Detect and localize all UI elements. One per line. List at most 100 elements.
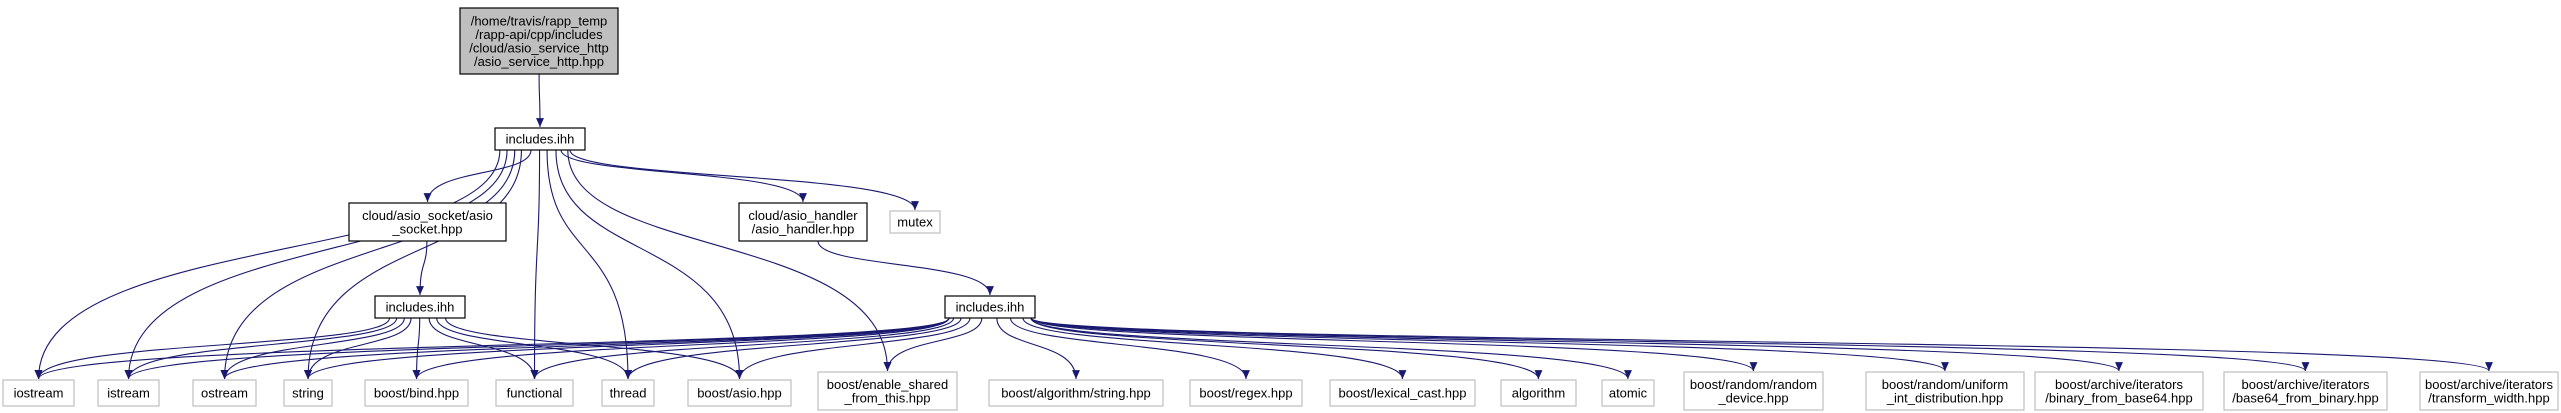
edge-inc3-to-asio [735, 317, 971, 380]
node-box [2, 379, 75, 407]
node-label: /asio_service_http.hpp [474, 54, 604, 69]
node-label: _int_distribution.hpp [1886, 390, 2003, 405]
node-box [944, 295, 1036, 319]
edge-inc3-to-algorithm [1030, 317, 1543, 380]
node-label: boost/archive/iterators [2055, 377, 2183, 392]
node-thread: thread [601, 379, 655, 407]
node-box [1683, 371, 1824, 411]
node-label: boost/random/random [1690, 377, 1817, 392]
node-label: /rapp-api/cpp/includes [475, 27, 603, 42]
edge-inc3-to-functional [530, 317, 955, 380]
node-transform: boost/archive/iterators/transform_width.… [2419, 371, 2559, 411]
node-string: string [283, 379, 333, 407]
node-box [364, 379, 469, 407]
node-box [283, 379, 333, 407]
node-label: /base64_from_binary.hpp [2232, 390, 2378, 405]
edge-inc3-to-b64fb [1030, 317, 2310, 372]
edge-inc3-to-regex [1009, 317, 1250, 380]
node-label: boost/enable_shared [827, 377, 948, 392]
node-asio_handler[interactable]: cloud/asio_handler/asio_handler.hpp [738, 202, 868, 242]
node-label: thread [610, 386, 647, 401]
node-label: boost/regex.hpp [1199, 386, 1292, 401]
node-box [738, 202, 868, 242]
node-label: /cloud/asio_service_http [469, 40, 608, 55]
node-ostream: ostream [192, 379, 257, 407]
node-algorithm: algorithm [1500, 379, 1577, 407]
edge-inc3-to-iostream [34, 317, 950, 380]
node-asio: boost/asio.hpp [687, 379, 792, 407]
node-inc1[interactable]: includes.ihh [494, 127, 586, 151]
node-box [601, 379, 655, 407]
edge-asio_handler-to-inc3 [817, 240, 994, 296]
node-box [495, 379, 574, 407]
edge-inc3-to-bfb64 [1030, 317, 2123, 372]
node-box [348, 202, 507, 242]
node-box [889, 210, 941, 234]
node-label: boost/algorithm/string.hpp [1001, 386, 1151, 401]
node-label: boost/asio.hpp [697, 386, 782, 401]
edge-inc3-to-string [304, 317, 950, 380]
node-label: iostream [14, 386, 64, 401]
edge-inc1-to-esft [567, 149, 892, 372]
node-label: istream [107, 386, 150, 401]
node-label: includes.ihh [956, 300, 1025, 315]
node-asio_socket[interactable]: cloud/asio_socket/asio_socket.hpp [348, 202, 507, 242]
node-box [2034, 371, 2204, 411]
node-label: boost/archive/iterators [2425, 377, 2553, 392]
edge-inc1-to-thread [546, 149, 632, 380]
node-istream: istream [97, 379, 160, 407]
node-box [687, 379, 792, 407]
node-box [1500, 379, 1577, 407]
edge-inc3-to-algstr [996, 317, 1080, 380]
edge-inc3-to-thread [624, 317, 962, 380]
nodes-layer: /home/travis/rapp_temp/rapp-api/cpp/incl… [2, 7, 2559, 411]
node-box [1865, 371, 2025, 411]
node-algstr: boost/algorithm/string.hpp [988, 379, 1164, 407]
node-box [1601, 379, 1655, 407]
node-label: cloud/asio_socket/asio [362, 208, 493, 223]
edge-inc3-to-esft [883, 317, 983, 372]
node-randdev: boost/random/random_device.hpp [1683, 371, 1824, 411]
edge-inc1-to-mutex [569, 149, 919, 211]
node-label: boost/random/uniform [1882, 377, 2008, 392]
node-box [1189, 379, 1303, 407]
node-root[interactable]: /home/travis/rapp_temp/rapp-api/cpp/incl… [459, 7, 619, 75]
node-label: boost/lexical_cast.hpp [1339, 386, 1467, 401]
node-box [1329, 379, 1476, 407]
node-label: includes.ihh [506, 132, 575, 147]
edge-inc1-to-asio_socket [423, 149, 532, 203]
node-box [97, 379, 160, 407]
node-label: ostream [201, 386, 248, 401]
edge-inc1-to-asio [555, 149, 744, 380]
node-label: /asio_handler.hpp [752, 221, 855, 236]
node-label: functional [507, 386, 563, 401]
node-label: _device.hpp [1717, 390, 1788, 405]
node-box [817, 371, 958, 411]
node-inc2[interactable]: includes.ihh [374, 295, 466, 319]
edge-inc3-to-ostream [220, 317, 950, 380]
edge-inc2-to-iostream [34, 317, 391, 380]
node-label: algorithm [1512, 386, 1565, 401]
node-box [2223, 371, 2388, 411]
node-box [192, 379, 257, 407]
edge-inc2-to-istream [124, 317, 398, 380]
edge-inc3-to-atomic [1030, 317, 1632, 380]
node-label: /transform_width.hpp [2428, 390, 2549, 405]
node-iostream: iostream [2, 379, 75, 407]
edge-inc1-to-asio_handler [560, 149, 807, 203]
node-inc3[interactable]: includes.ihh [944, 295, 1036, 319]
node-label: _from_this.hpp [844, 390, 931, 405]
node-regex: boost/regex.hpp [1189, 379, 1303, 407]
node-box [494, 127, 586, 151]
node-atomic: atomic [1601, 379, 1655, 407]
edge-inc2-to-bind [412, 317, 421, 380]
node-label: atomic [1609, 386, 1648, 401]
node-label: boost/bind.hpp [374, 386, 459, 401]
edge-inc1-to-string [304, 149, 522, 380]
node-label: /binary_from_base64.hpp [2045, 390, 2192, 405]
edge-root-to-inc1 [536, 73, 544, 128]
edge-inc3-to-randdev [1030, 317, 1758, 372]
node-label: boost/archive/iterators [2242, 377, 2370, 392]
node-label: _socket.hpp [391, 221, 462, 236]
